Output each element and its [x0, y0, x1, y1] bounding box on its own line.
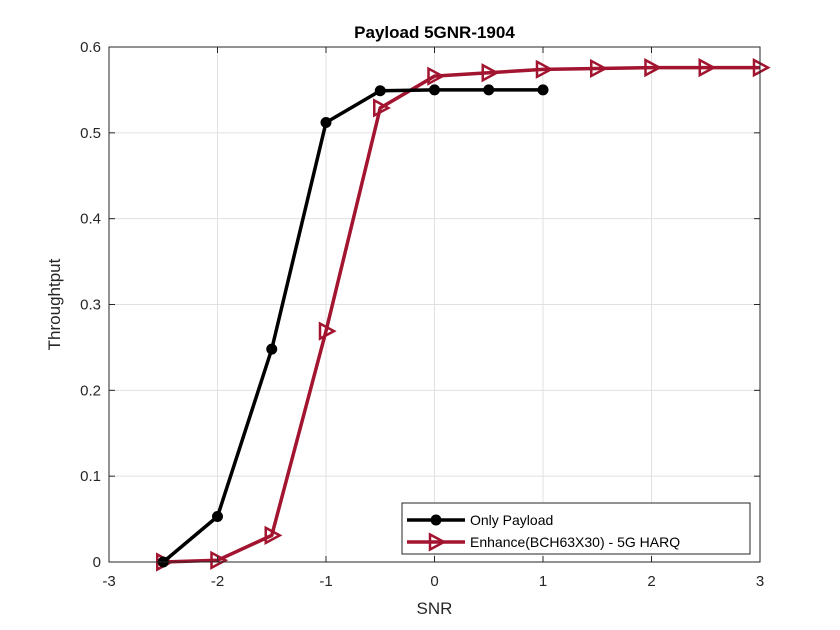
data-point-triangle	[427, 66, 446, 86]
data-point-triangle	[535, 59, 554, 79]
y-tick-label: 0.4	[80, 211, 101, 228]
legend-entry: Enhance(BCH63X30) - 5G HARQ	[407, 532, 680, 552]
legend-label: Enhance(BCH63X30) - 5G HARQ	[470, 534, 680, 550]
y-tick-label: 0	[93, 554, 101, 571]
data-point-circle	[266, 343, 278, 355]
x-axis-label: SNR	[417, 599, 453, 618]
y-tick-label: 0.1	[80, 468, 101, 485]
data-point-triangle	[318, 321, 337, 341]
data-point-triangle	[428, 532, 447, 552]
data-point-circle	[537, 84, 549, 96]
x-tick-label: 1	[539, 573, 547, 590]
x-tick-label: 2	[647, 573, 655, 590]
x-tick-label: -2	[211, 573, 224, 590]
legend-box	[401, 502, 751, 555]
axis-ticks: -3 -2 -1 0 1 2 3 0 0.1 0.2 0.3 0.4 0.5 0.6	[80, 39, 764, 590]
series-line	[162, 88, 543, 564]
x-tick-label: 3	[756, 573, 764, 590]
y-tick-label: 0.3	[80, 297, 101, 314]
x-tick-label: -1	[319, 573, 332, 590]
chart-title: Payload 5GNR-1904	[354, 23, 515, 42]
data-point-circle	[320, 117, 332, 129]
y-tick-label: 0.6	[80, 39, 101, 56]
data-point-circle	[430, 514, 442, 526]
data-point-circle	[212, 511, 223, 523]
data-point-triangle	[481, 63, 500, 83]
legend-entry: Only Payload	[407, 512, 553, 528]
legend: Only Payload Enhance(BCH63X30) - 5G HARQ	[401, 502, 751, 555]
x-tick-label: 0	[430, 573, 438, 590]
data-point-circle	[374, 85, 386, 97]
legend-items: Only Payload Enhance(BCH63X30) - 5G HARQ	[407, 512, 680, 552]
y-axis-label: Throughtput	[45, 258, 64, 350]
y-tick-label: 0.5	[80, 125, 101, 142]
data-point-triangle	[264, 525, 283, 545]
legend-label: Only Payload	[470, 512, 553, 528]
x-tick-label: -3	[102, 573, 115, 590]
data-point-triangle	[698, 58, 717, 78]
data-point-circle	[483, 84, 495, 96]
data-point-triangle	[644, 58, 663, 78]
data-point-triangle	[752, 58, 771, 78]
series-layer	[156, 58, 771, 572]
data-point-circle	[429, 84, 440, 96]
grid	[109, 47, 760, 562]
data-point-triangle	[590, 58, 608, 79]
y-tick-label: 0.2	[80, 382, 101, 399]
data-point-triangle	[210, 550, 229, 570]
data-point-triangle	[373, 98, 391, 118]
